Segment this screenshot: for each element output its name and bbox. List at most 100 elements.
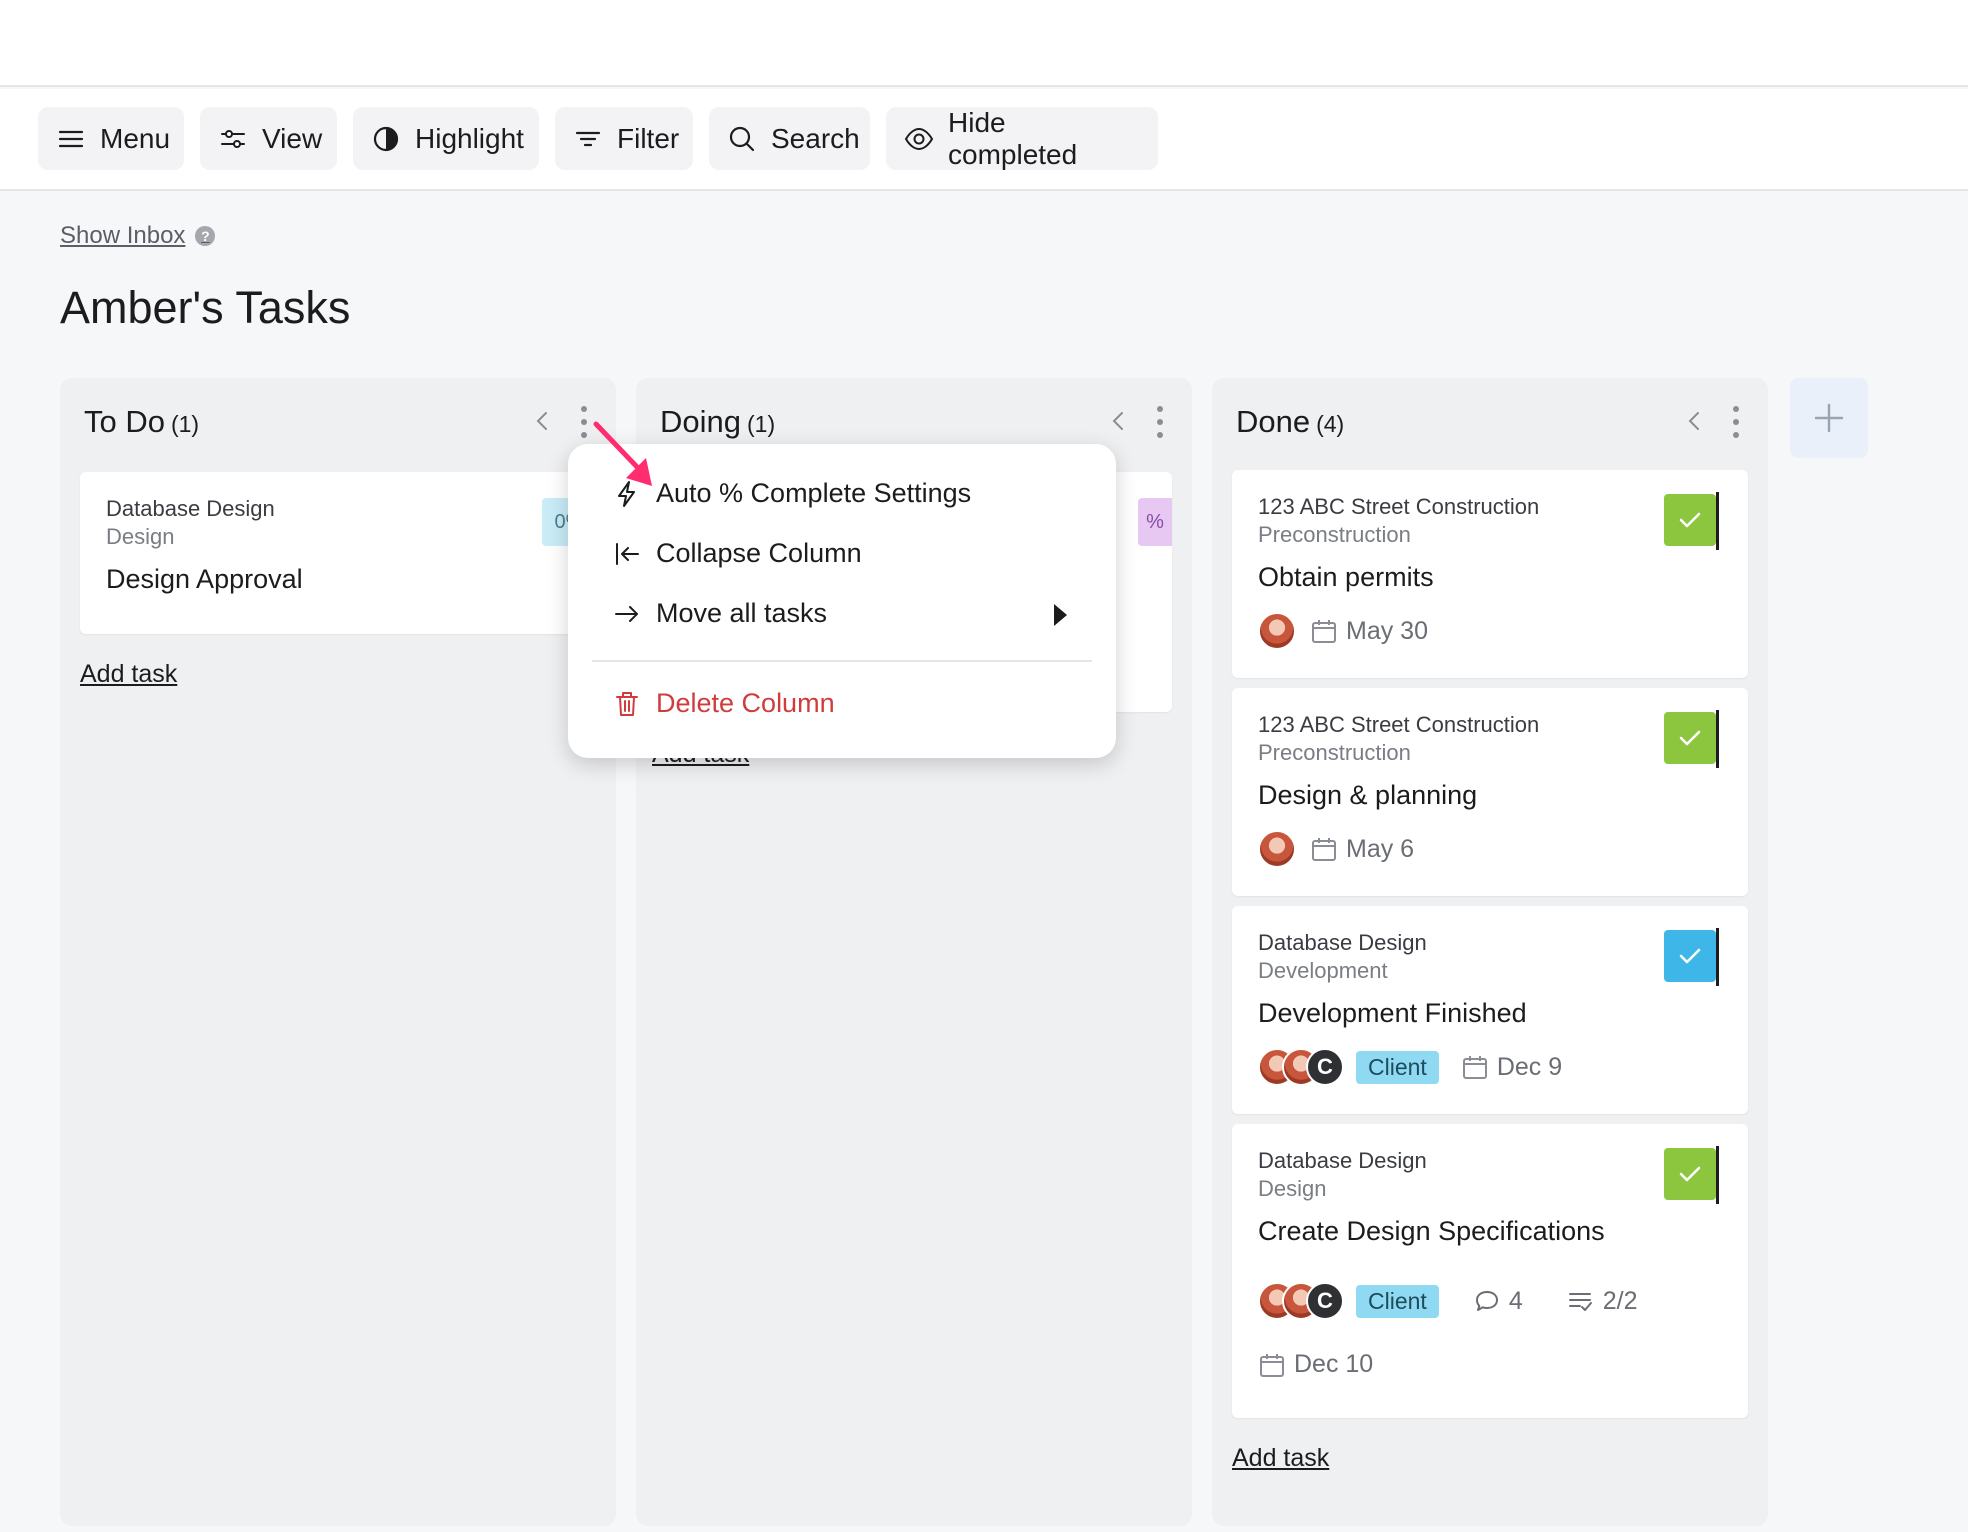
card-project: Database Design	[1258, 1148, 1427, 1173]
help-icon[interactable]: ?	[195, 226, 216, 246]
avatar: C	[1306, 1282, 1344, 1320]
add-task-link[interactable]: Add task	[80, 660, 178, 688]
avatar: C	[1306, 1048, 1344, 1086]
card-meta: May 6	[1258, 830, 1414, 868]
view-button-label: View	[262, 122, 323, 154]
column-context-menu: Auto % Complete Settings Collapse Column…	[568, 444, 1116, 758]
check-divider	[1716, 710, 1719, 768]
hide-completed-label: Hide completed	[948, 106, 1078, 170]
kebab-menu-icon[interactable]	[577, 404, 591, 440]
completed-checkbox[interactable]	[1664, 712, 1716, 764]
calendar-icon	[1260, 1353, 1284, 1377]
due-date: Dec 10	[1294, 1350, 1374, 1378]
avatar	[1258, 612, 1296, 650]
view-button[interactable]: View	[200, 107, 337, 170]
check-icon	[1679, 512, 1701, 528]
column-done: Done (4) 123 ABC Street Construction Prec…	[1212, 378, 1768, 1526]
search-button[interactable]: Search	[709, 107, 870, 170]
card-title: Development Finished	[1258, 998, 1527, 1028]
card-section: Preconstruction	[1258, 522, 1411, 547]
kebab-menu-icon[interactable]	[1153, 404, 1167, 440]
completed-checkbox[interactable]	[1664, 1148, 1716, 1200]
card-section: Design	[106, 524, 175, 549]
card-project: 123 ABC Street Construction	[1258, 712, 1540, 737]
chevron-left-icon[interactable]	[530, 408, 556, 434]
menu-button-label: Menu	[100, 122, 171, 154]
calendar-icon	[1462, 1056, 1487, 1079]
annotation-arrow-icon	[593, 421, 652, 486]
card-meta: C Client Dec 9	[1258, 1048, 1562, 1086]
card-section: Preconstruction	[1258, 740, 1411, 765]
task-card[interactable]: 123 ABC Street Construction Preconstruct…	[1232, 470, 1748, 678]
menu-divider	[592, 660, 1092, 662]
top-bar	[0, 0, 1968, 87]
column-header: To Do (1)	[84, 404, 199, 440]
card-section: Development	[1258, 958, 1388, 983]
column-count: (1)	[170, 411, 200, 437]
card-title: Obtain permits	[1258, 562, 1434, 592]
task-card[interactable]: 123 ABC Street Construction Preconstruct…	[1232, 688, 1748, 896]
check-icon	[1679, 730, 1701, 746]
show-inbox-link[interactable]: Show Inbox ?	[60, 222, 216, 250]
column-title: Doing	[660, 404, 741, 439]
avatar-stack: C	[1258, 1048, 1344, 1086]
search-button-label: Search	[771, 122, 860, 154]
calendar-icon	[1312, 838, 1336, 861]
column-count: (1)	[747, 411, 776, 437]
client-tag[interactable]: Client	[1356, 1050, 1439, 1084]
card-section: Design	[1258, 1176, 1327, 1201]
due-date: May 30	[1346, 616, 1428, 645]
page-title: Amber's Tasks	[60, 282, 351, 333]
due-date: May 6	[1346, 834, 1415, 863]
menu-item-delete[interactable]: Delete Column	[612, 688, 835, 719]
add-column-button[interactable]	[1790, 378, 1868, 458]
eye-icon	[904, 127, 934, 150]
subtask-count: 2/2	[1602, 1286, 1638, 1315]
task-card[interactable]: Database Design Development Development …	[1232, 906, 1748, 1114]
avatar	[1258, 830, 1296, 868]
filter-button[interactable]: Filter	[555, 107, 693, 170]
chevron-left-icon[interactable]	[1106, 408, 1132, 434]
search-icon	[729, 126, 755, 151]
column-count: (4)	[1316, 411, 1345, 437]
menu-item-collapse[interactable]: Collapse Column	[612, 538, 862, 569]
due-date: Dec 9	[1496, 1052, 1563, 1081]
column-title: To Do	[84, 404, 165, 439]
menu-item-move-all[interactable]: Move all tasks	[612, 598, 827, 629]
column-title: Done	[1236, 404, 1311, 439]
column-header: Doing (1)	[660, 404, 775, 440]
comment-icon[interactable]	[1473, 1287, 1501, 1315]
filter-icon	[575, 131, 601, 146]
show-inbox-label: Show Inbox	[60, 222, 186, 249]
check-icon	[1679, 948, 1701, 964]
card-project: Database Design	[1258, 930, 1427, 955]
sliders-icon	[221, 129, 245, 148]
calendar-icon	[1312, 620, 1336, 643]
completed-checkbox[interactable]	[1664, 494, 1716, 546]
task-card[interactable]: Database Design Design Create Design Spe…	[1232, 1124, 1748, 1418]
menu-item-auto-complete[interactable]: Auto % Complete Settings	[612, 478, 971, 509]
client-tag[interactable]: Client	[1356, 1284, 1439, 1318]
highlight-button[interactable]: Highlight	[353, 107, 539, 170]
progress-badge[interactable]: %	[1138, 498, 1172, 546]
hamburger-icon	[58, 130, 84, 147]
card-title: Create Design Specifications	[1258, 1216, 1605, 1246]
completed-checkbox[interactable]	[1664, 930, 1716, 982]
check-icon	[1679, 1166, 1701, 1182]
chevron-left-icon[interactable]	[1682, 408, 1708, 434]
task-card[interactable]: Database Design Design Design Approval 0…	[80, 472, 596, 634]
card-title: Design & planning	[1258, 780, 1478, 810]
submenu-caret-icon	[1054, 604, 1067, 626]
highlight-button-label: Highlight	[415, 122, 524, 154]
hide-completed-button[interactable]: Hide completed	[886, 107, 1158, 170]
check-divider	[1716, 1146, 1719, 1204]
kebab-menu-icon[interactable]	[1729, 404, 1743, 440]
menu-button[interactable]: Menu	[38, 107, 184, 170]
menu-item-label: Collapse Column	[656, 538, 862, 568]
add-task-link[interactable]: Add task	[1232, 1444, 1330, 1472]
card-meta-due: Dec 10	[1258, 1350, 1373, 1379]
card-meta: May 30	[1258, 612, 1428, 650]
card-title: Design Approval	[106, 564, 303, 594]
filter-button-label: Filter	[617, 122, 680, 154]
checklist-icon	[1568, 1293, 1592, 1311]
